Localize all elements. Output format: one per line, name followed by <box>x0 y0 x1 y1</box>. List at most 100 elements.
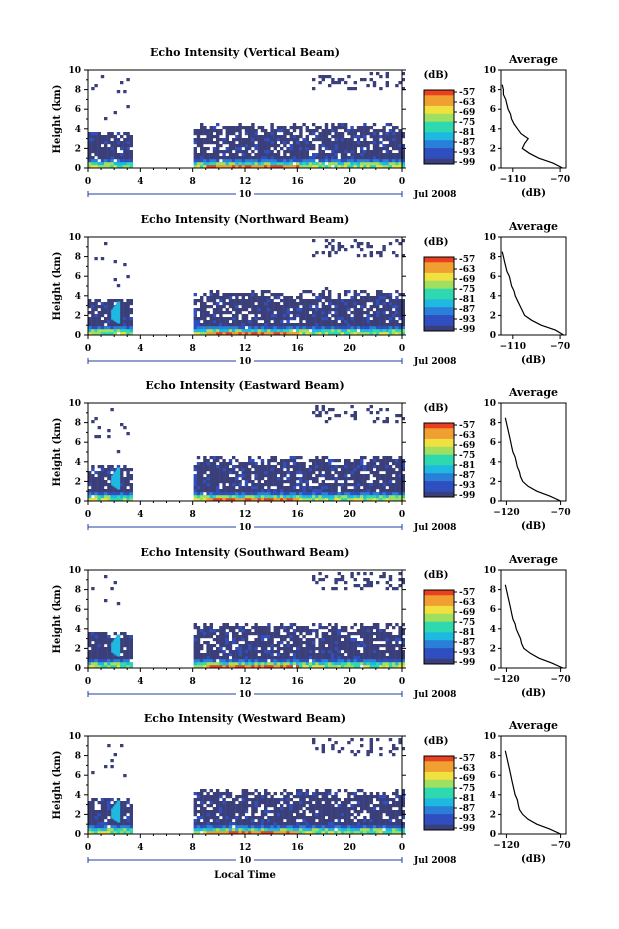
colorbar-segment <box>424 816 454 820</box>
colorbar-segment <box>424 473 454 477</box>
colorbar-segment <box>424 124 454 128</box>
colorbar-segment <box>424 795 454 799</box>
x-tick-label: 0 <box>85 177 91 187</box>
colorbar-segment <box>424 423 454 427</box>
colorbar-segment <box>424 433 454 437</box>
colorbar-tick-label: -57 <box>459 421 475 431</box>
y-tick-label: 0 <box>75 664 81 674</box>
average-profile-line <box>501 84 563 169</box>
colorbar-segment <box>424 814 454 818</box>
x-tick-label: 8 <box>190 843 196 853</box>
colorbar-segment <box>424 444 454 448</box>
x-tick-label: 16 <box>291 177 304 187</box>
colorbar-segment <box>424 592 454 596</box>
colorbar-tick-label: -57 <box>459 88 475 98</box>
panel-title: Echo Intensity (Eastward Beam) <box>145 379 344 392</box>
colorbar-tick-label: -93 <box>459 648 475 658</box>
colorbar-segment <box>424 317 454 321</box>
y-tick-label: 2 <box>75 144 81 154</box>
x-tick-label: 16 <box>291 843 304 853</box>
colorbar-segment <box>424 758 454 762</box>
colorbar-segment <box>424 605 454 609</box>
date-label: Jul 2008 <box>413 856 456 866</box>
colorbar-segment <box>424 824 454 828</box>
colorbar-segment <box>424 105 454 109</box>
average-y-tick-label: 0 <box>490 497 496 507</box>
y-tick-label: 10 <box>68 233 81 243</box>
date-marker-bg <box>236 688 254 700</box>
colorbar-segment <box>424 460 454 464</box>
colorbar-frame <box>423 256 455 332</box>
average-x-tick-label: −120 <box>493 508 519 518</box>
y-tick-label: 4 <box>75 458 81 468</box>
y-tick-label: 8 <box>75 253 81 263</box>
x-tick-label: 12 <box>239 510 252 520</box>
average-y-tick-label: 10 <box>483 732 496 742</box>
average-x-label: (dB) <box>521 854 546 865</box>
colorbar-segment <box>424 441 454 445</box>
colorbar-segment <box>424 97 454 101</box>
y-tick-label: 0 <box>75 830 81 840</box>
average-frame <box>500 402 567 502</box>
colorbar-segment <box>424 491 454 495</box>
y-tick-label: 8 <box>75 419 81 429</box>
average-y-tick-label: 2 <box>490 311 496 321</box>
average-frame <box>500 69 567 169</box>
y-tick-label: 10 <box>68 399 81 409</box>
y-axis-label: Height (km) <box>52 85 63 154</box>
colorbar-segment <box>424 637 454 641</box>
date-marker: 10 <box>239 690 252 700</box>
average-y-tick-label: 0 <box>490 830 496 840</box>
colorbar-tick-label: -69 <box>459 608 475 618</box>
average-y-tick-label: 0 <box>490 164 496 174</box>
y-axis-label: Height (km) <box>52 751 63 820</box>
date-label: Jul 2008 <box>413 190 456 200</box>
colorbar-segment <box>424 483 454 487</box>
colorbar-segment <box>424 264 454 268</box>
colorbar-segment <box>424 661 454 665</box>
average-y-tick-label: 4 <box>490 125 496 135</box>
colorbar-segment <box>424 603 454 607</box>
colorbar-segment <box>424 328 454 332</box>
colorbar-segment <box>424 291 454 295</box>
colorbar-segment <box>424 272 454 276</box>
average-y-tick-label: 10 <box>483 399 496 409</box>
colorbar-title: (dB) <box>424 570 449 581</box>
x-tick-label: 20 <box>343 344 356 354</box>
colorbar-segment <box>424 782 454 786</box>
average-x-tick-label: −70 <box>551 675 571 685</box>
colorbar-tick-label: -99 <box>459 158 475 168</box>
colorbar-title: (dB) <box>424 237 449 248</box>
x-tick-label: 0 <box>85 344 91 354</box>
colorbar-segment <box>424 108 454 112</box>
colorbar-segment <box>424 457 454 461</box>
colorbar-tick-label: -69 <box>459 774 475 784</box>
colorbar-segment <box>424 296 454 300</box>
average-x-tick-label: −70 <box>550 175 570 185</box>
y-tick-label: 2 <box>75 477 81 487</box>
colorbar-segment <box>424 779 454 783</box>
colorbar-tick-label: -81 <box>459 794 475 804</box>
date-marker: 10 <box>239 190 252 200</box>
colorbar-segment <box>424 793 454 797</box>
date-marker-bg <box>236 188 254 200</box>
average-y-tick-label: 2 <box>490 644 496 654</box>
date-marker-bg <box>236 521 254 533</box>
y-axis-label: Height (km) <box>52 252 63 321</box>
colorbar-segment <box>424 111 454 115</box>
x-tick-label: 8 <box>190 510 196 520</box>
x-tick-label: 0 <box>399 177 405 187</box>
x-tick-label: 8 <box>190 677 196 687</box>
colorbar-segment <box>424 309 454 313</box>
colorbar-tick-label: -75 <box>459 285 475 295</box>
colorbar-segment <box>424 325 454 329</box>
x-tick-label: 12 <box>239 177 252 187</box>
colorbar-segment <box>424 616 454 620</box>
average-y-tick-label: 8 <box>490 752 496 762</box>
colorbar-segment <box>424 613 454 617</box>
colorbar-tick-label: -63 <box>459 98 475 108</box>
colorbar-segment <box>424 275 454 279</box>
y-axis-label: Height (km) <box>52 418 63 487</box>
average-x-label: (dB) <box>521 688 546 699</box>
colorbar-segment <box>424 267 454 271</box>
